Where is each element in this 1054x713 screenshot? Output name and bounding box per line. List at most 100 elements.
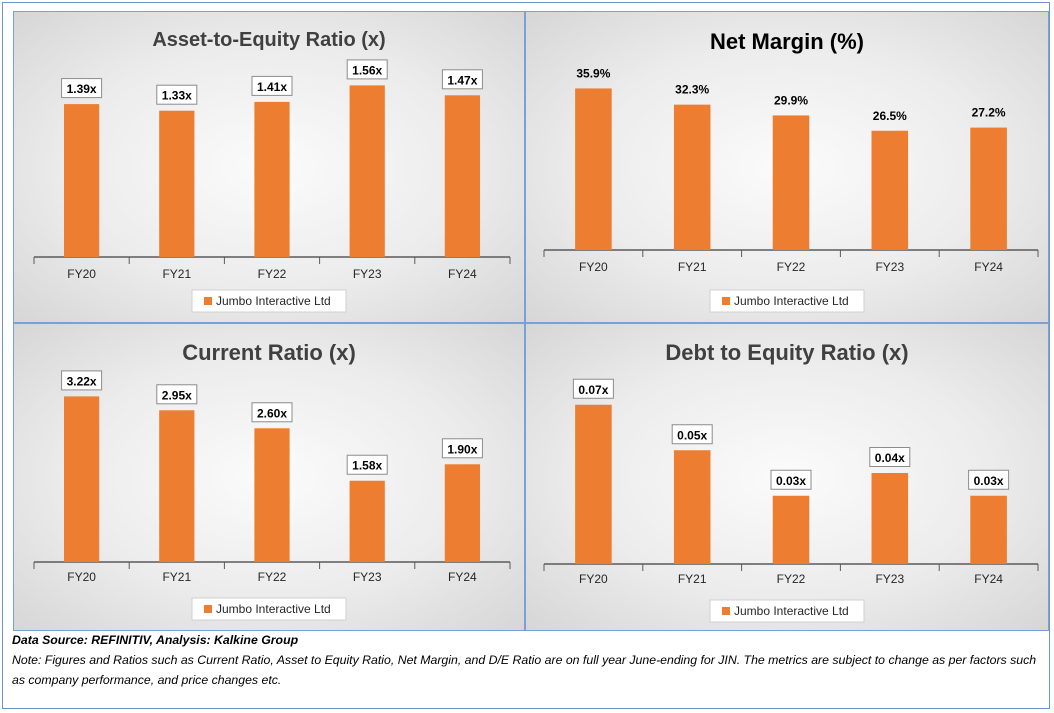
bar [254, 101, 290, 258]
category-label: FY21 [678, 260, 707, 274]
data-label: 2.60x [257, 406, 287, 420]
legend-box [709, 599, 865, 623]
category-label: FY22 [258, 570, 287, 584]
category-label: FY20 [67, 267, 96, 281]
bar [444, 464, 481, 562]
chart-title: Debt to Equity Ratio (x) [665, 340, 909, 365]
legend-box [191, 597, 347, 621]
category-label: FY21 [162, 267, 191, 281]
bar [871, 473, 909, 564]
category-label: FY20 [67, 570, 96, 584]
bar [63, 104, 100, 257]
data-label-box [346, 454, 388, 475]
category-label: FY22 [777, 572, 806, 586]
data-label-box [671, 424, 713, 445]
category-label: FY24 [448, 570, 477, 584]
footer-notes: Data Source: REFINITIV, Analysis: Kalkin… [12, 630, 1042, 690]
chart-svg: 0.07x FY20 0.05x FY21 0.03x FY22 0.04x FY23 0.03… [543, 378, 1039, 623]
data-label-box [572, 378, 614, 399]
debt-to-equity-chart: Debt to Equity Ratio (x) 0.07x FY20 0.05x F… [525, 323, 1049, 631]
data-source-text: Data Source: REFINITIV, Analysis: Kalkin… [12, 633, 299, 647]
data-label: 0.04x [875, 451, 905, 465]
data-label: 1.90x [447, 442, 477, 456]
net-margin-chart: Net Margin (%) 35.9% FY20 32.3% FY21 29.9% FY… [525, 11, 1049, 323]
data-label: 32.3% [675, 83, 709, 97]
legend-label: Jumbo Interactive Ltd [216, 294, 331, 308]
data-label: 0.07x [578, 383, 608, 397]
note-text: Note: Figures and Ratios such as Current… [12, 653, 1037, 687]
bar [63, 396, 100, 562]
data-label: 29.9% [774, 93, 808, 107]
data-label: 0.05x [677, 428, 707, 442]
category-label: FY22 [777, 260, 806, 274]
bar [772, 115, 810, 250]
chart-title: Asset-to-Equity Ratio (x) [152, 29, 386, 51]
category-label: FY21 [162, 570, 191, 584]
chart-svg: 3.22x FY20 2.95x FY21 2.60x FY22 1.58x FY23 1.90… [33, 370, 511, 621]
category-label: FY23 [875, 260, 904, 274]
category-label: FY24 [448, 267, 477, 281]
data-label: 0.03x [974, 474, 1004, 488]
chart-title: Current Ratio (x) [182, 340, 356, 365]
data-label: 1.56x [352, 63, 382, 77]
bar [159, 110, 195, 257]
bar [970, 127, 1007, 250]
bar [673, 104, 711, 251]
chart-svg: 1.39x FY20 1.33x FY21 1.41x FY22 1.56x FY23 1.47… [33, 59, 511, 313]
data-label-box [156, 84, 198, 105]
data-label: 1.58x [352, 459, 382, 473]
category-label: FY20 [579, 260, 608, 274]
data-label-box [441, 69, 483, 90]
bar [159, 410, 195, 562]
legend-box [709, 289, 865, 313]
legend-swatch [722, 297, 730, 305]
bar [673, 450, 711, 564]
category-label: FY24 [974, 572, 1003, 586]
data-label-box [869, 447, 911, 467]
asset-to-equity-chart: Asset-to-Equity Ratio (x) 1.39x FY20 1.33x… [13, 11, 525, 323]
category-label: FY23 [353, 570, 382, 584]
bar [575, 88, 612, 250]
bar [970, 495, 1007, 564]
data-label: 2.95x [162, 388, 192, 402]
category-label: FY20 [579, 572, 608, 586]
data-label: 35.9% [576, 66, 610, 80]
data-label-box [441, 438, 483, 459]
bar [349, 480, 385, 562]
legend-label: Jumbo Interactive Ltd [734, 604, 849, 618]
bar [444, 95, 481, 257]
legend-swatch [722, 607, 730, 615]
data-label: 1.33x [162, 89, 192, 103]
data-label-box [968, 469, 1010, 490]
legend-label: Jumbo Interactive Ltd [734, 294, 849, 308]
data-label: 0.03x [776, 474, 806, 488]
chart-title: Net Margin (%) [710, 29, 864, 54]
data-label-box [346, 59, 388, 80]
data-label: 1.47x [447, 73, 477, 87]
legend-label: Jumbo Interactive Ltd [216, 602, 331, 616]
data-label-box [251, 402, 293, 423]
bar [254, 428, 290, 562]
category-label: FY23 [875, 572, 904, 586]
category-label: FY21 [678, 572, 707, 586]
data-label: 27.2% [972, 106, 1006, 120]
bar [871, 130, 909, 250]
data-label: 1.39x [67, 82, 97, 96]
data-label: 3.22x [67, 374, 97, 388]
data-label-box [61, 78, 103, 99]
legend-swatch [204, 297, 212, 305]
data-label-box [156, 384, 198, 405]
bar [772, 495, 810, 564]
legend-swatch [204, 605, 212, 613]
data-label: 26.5% [873, 109, 907, 123]
bar [575, 404, 612, 564]
category-label: FY23 [353, 267, 382, 281]
category-label: FY22 [258, 267, 287, 281]
legend-box [191, 289, 347, 313]
chart-svg: 35.9% FY20 32.3% FY21 29.9% FY22 26.5% FY23 27.2… [543, 66, 1039, 313]
data-label-box [770, 469, 812, 490]
bar [349, 85, 385, 258]
data-label: 1.41x [257, 80, 287, 94]
current-ratio-chart: Current Ratio (x) 3.22x FY20 2.95x FY21 2.60… [13, 323, 525, 631]
